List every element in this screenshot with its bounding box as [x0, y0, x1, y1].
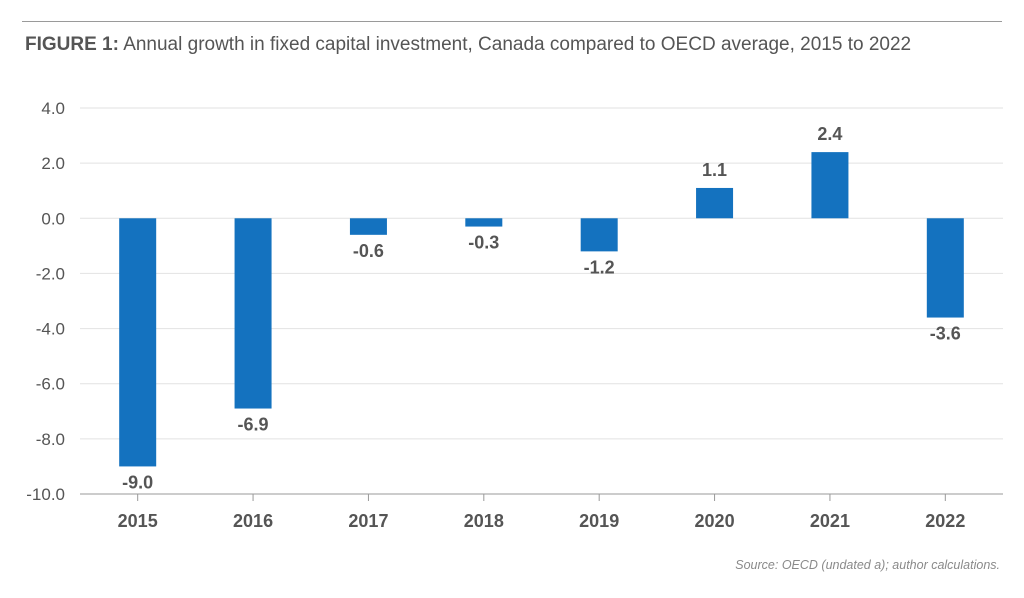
chart-title: FIGURE 1: Annual growth in fixed capital…: [25, 34, 911, 56]
top-rule: [22, 21, 1002, 22]
data-label: -0.3: [468, 233, 499, 253]
bar-2017: [349, 218, 387, 235]
data-label: -6.9: [238, 415, 269, 435]
data-label: -9.0: [122, 472, 153, 492]
bar-2021: [811, 152, 849, 219]
x-tick-label: 2016: [233, 511, 273, 531]
x-tick-label: 2019: [579, 511, 619, 531]
bar-2022: [926, 218, 964, 318]
y-tick-label: -2.0: [36, 264, 65, 283]
figure-label: FIGURE 1:: [25, 34, 119, 55]
x-tick-label: 2018: [464, 511, 504, 531]
x-tick-label: 2017: [348, 511, 388, 531]
bar-2016: [234, 218, 272, 409]
x-tick-label: 2021: [810, 511, 850, 531]
source-note: Source: OECD (undated a); author calcula…: [735, 558, 1000, 572]
x-tick-label: 2015: [118, 511, 158, 531]
data-label: 2.4: [817, 124, 842, 144]
y-tick-label: -8.0: [36, 430, 65, 449]
bar-2018: [465, 218, 503, 227]
data-label: -3.6: [930, 324, 961, 344]
y-tick-label: -4.0: [36, 320, 65, 339]
data-label: 1.1: [702, 160, 727, 180]
y-tick-label: 4.0: [41, 99, 65, 118]
x-tick-label: 2022: [925, 511, 965, 531]
x-tick-label: 2020: [695, 511, 735, 531]
y-tick-label: 0.0: [41, 209, 65, 228]
data-label: -1.2: [584, 257, 615, 277]
title-text: Annual growth in fixed capital investmen…: [123, 34, 912, 55]
bar-2020: [696, 187, 734, 219]
data-label: -0.6: [353, 241, 384, 261]
y-tick-label: -10.0: [26, 485, 65, 504]
bar-2015: [119, 218, 157, 467]
bar-2019: [580, 218, 618, 252]
y-tick-label: 2.0: [41, 154, 65, 173]
y-tick-label: -6.0: [36, 375, 65, 394]
